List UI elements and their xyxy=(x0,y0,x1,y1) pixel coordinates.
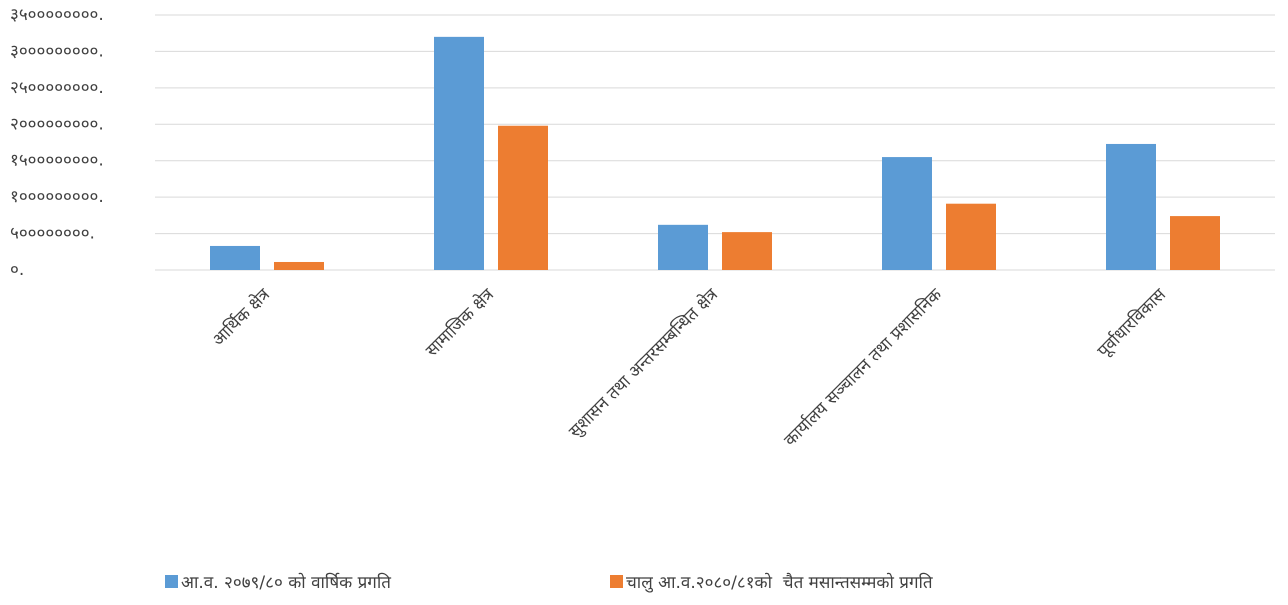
legend-swatch xyxy=(610,575,623,588)
bar xyxy=(498,125,548,270)
y-tick-label: ३५००००००००. xyxy=(10,5,104,25)
legend-label: चालु आ.व.२०८०/८१को चैत मसान्तसम्मको प्रग… xyxy=(626,572,933,593)
y-tick-label: १५००००००००. xyxy=(10,151,104,171)
bar xyxy=(946,203,996,270)
bar xyxy=(882,157,932,270)
bar xyxy=(1106,143,1156,270)
y-tick-label: १०००००००००. xyxy=(10,187,104,207)
x-tick-label: कार्यालय सञ्चालन तथा प्रशासनिक xyxy=(780,284,947,451)
y-tick-label: ३०००००००००. xyxy=(10,41,104,61)
bar xyxy=(434,36,484,270)
legend-swatch xyxy=(165,575,178,588)
x-tick-label: सामाजिक क्षेत्र xyxy=(421,284,498,361)
bar xyxy=(722,232,772,270)
bar xyxy=(274,261,324,270)
y-tick-label: ०. xyxy=(10,260,24,280)
y-tick-label: २५००००००००. xyxy=(10,78,104,98)
bar xyxy=(658,224,708,270)
x-tick-label: सुशासन तथा अन्तरसम्बन्धित क्षेत्र xyxy=(564,284,722,442)
legend-label: आ.व. २०७९/८० को वार्षिक प्रगति xyxy=(181,572,391,593)
bar xyxy=(1170,216,1220,270)
x-tick-label: पूर्वाधारविकास xyxy=(1093,284,1171,362)
bar xyxy=(210,245,260,270)
x-tick-label: आर्थिक क्षेत्र xyxy=(208,284,275,351)
y-tick-label: ५००००००००. xyxy=(10,224,95,244)
y-tick-label: २०००००००००. xyxy=(10,114,104,134)
